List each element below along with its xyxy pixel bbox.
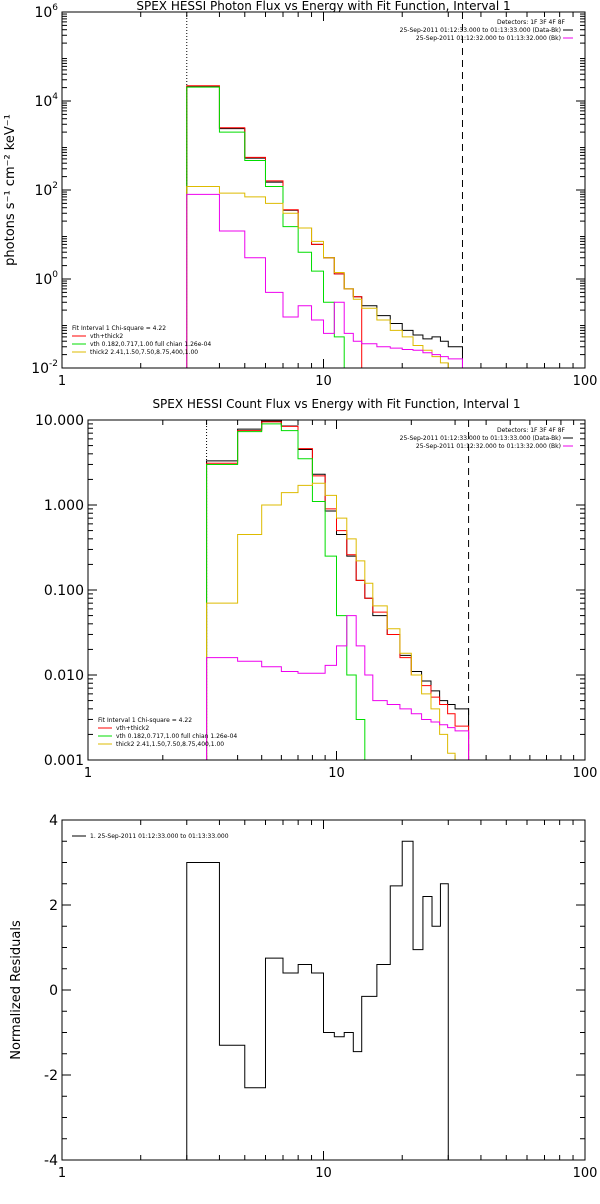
- legend-entry-text: 1. 25-Sep-2011 01:12:33.000 to 01:13:33.…: [90, 833, 229, 840]
- legend-fit-header: Fit Interval 1 Chi-square = 4.22: [72, 325, 166, 332]
- y-axis-label: Normalized Residuals: [9, 920, 24, 1060]
- y-tick-label: 0.001: [44, 753, 84, 769]
- chart-panel-2: SPEX HESSI Count Flux vs Energy with Fit…: [35, 397, 598, 781]
- y-tick-label-base: 10: [34, 94, 52, 110]
- legend-entry-text: vth 0.182,0.717,1.00 full chian 1.26e-04: [90, 341, 211, 348]
- series-green-histogram: [206, 423, 374, 760]
- legend-entry-text: 25-Sep-2011 01:12:33.000 to 01:13:33.000…: [400, 435, 561, 442]
- series-green-histogram: [186, 86, 354, 368]
- series-magenta-histogram: [206, 615, 470, 760]
- y-tick-label-base: 0: [49, 983, 58, 999]
- y-tick-label: 102: [34, 181, 58, 199]
- x-tick-label: 100: [573, 1166, 598, 1181]
- legend-entry-text: thick2 2.41,1.50,7.50,8.75,400,1.00: [116, 741, 224, 748]
- y-tick-label: 0: [49, 983, 58, 999]
- legend-entry-text: vth+thick2: [116, 725, 149, 732]
- x-tick-label: 1: [58, 374, 66, 389]
- y-tick-label-base: 10: [34, 5, 52, 21]
- y-tick-label-exp: 4: [52, 92, 58, 102]
- y-tick-label-base: 0.010: [44, 668, 84, 684]
- legend-entry-text: vth+thick2: [90, 333, 123, 340]
- x-tick-label: 100: [573, 766, 598, 781]
- plot-frame: [61, 11, 586, 369]
- series-yellow-histogram: [206, 482, 456, 760]
- chart-panel-1: SPEX HESSI Photon Flux vs Energy with Fi…: [3, 0, 598, 389]
- plot-frame: [87, 419, 586, 761]
- y-tick-label-base: -2: [44, 1068, 58, 1084]
- y-tick-label: -4: [44, 1153, 58, 1169]
- legend-entry-text: 25-Sep-2011 01:12:32.000 to 01:13:32.000…: [416, 443, 561, 450]
- y-tick-label-exp: 2: [52, 181, 58, 191]
- x-tick-label: 10: [315, 1166, 332, 1181]
- y-tick-label: 10-2: [31, 359, 58, 377]
- x-tick-label: 10: [315, 374, 332, 389]
- chart-title: SPEX HESSI Count Flux vs Energy with Fit…: [152, 397, 520, 411]
- series-red-histogram: [186, 85, 363, 368]
- y-axis-label: photons s⁻¹ cm⁻² keV⁻¹: [3, 114, 18, 266]
- y-tick-label: 104: [34, 92, 58, 110]
- x-tick-label: 1: [58, 1166, 66, 1181]
- x-tick-label: 100: [573, 374, 598, 389]
- y-tick-label-exp: 6: [52, 3, 58, 13]
- y-tick-label-base: 10: [34, 272, 52, 288]
- y-tick-label-base: 10.000: [35, 413, 84, 429]
- y-tick-label: 100: [34, 270, 58, 288]
- y-tick-label: 0.010: [44, 668, 84, 684]
- legend-fit-header: Fit Interval 1 Chi-square = 4.22: [98, 717, 192, 724]
- series-black-histogram: [186, 840, 449, 1160]
- y-tick-label: 0.100: [44, 583, 84, 599]
- legend-entry-text: 25-Sep-2011 01:12:33.000 to 01:13:33.000…: [400, 27, 561, 34]
- y-tick-label-base: 1.000: [44, 498, 84, 514]
- legend-detectors: Detectors: 1F 3F 4F 8F: [497, 19, 566, 26]
- y-tick-label-base: 4: [49, 813, 58, 829]
- y-tick-label: -2: [44, 1068, 58, 1084]
- y-tick-label: 4: [49, 813, 58, 829]
- chart-title: SPEX HESSI Photon Flux vs Energy with Fi…: [136, 0, 510, 13]
- y-tick-label-base: 2: [49, 898, 58, 914]
- y-tick-label-exp: -2: [49, 359, 58, 369]
- series-yellow-histogram: [186, 185, 449, 368]
- x-tick-label: 10: [328, 766, 345, 781]
- legend-detectors: Detectors: 1F 3F 4F 8F: [497, 427, 566, 434]
- y-tick-label-exp: 0: [52, 270, 58, 280]
- chart-panel-3: Normalized Residuals 1 10 100 -4 -2 0 2 4 1. 25-S…: [9, 813, 598, 1181]
- y-tick-label: 10.000: [35, 413, 84, 429]
- y-tick-label: 1.000: [44, 498, 84, 514]
- y-tick-label-base: 0.100: [44, 583, 84, 599]
- series-magenta-histogram: [186, 193, 463, 368]
- y-tick-label-base: 10: [31, 361, 49, 377]
- legend-entry-text: vth 0.182,0.717,1.00 full chian 1.26e-04: [116, 733, 237, 740]
- y-tick-label: 106: [34, 3, 58, 21]
- legend-entry-text: 25-Sep-2011 01:12:32.000 to 01:13:32.000…: [416, 35, 561, 42]
- y-tick-label: 2: [49, 898, 58, 914]
- y-tick-label-base: -4: [44, 1153, 58, 1169]
- plot-frame: [61, 819, 586, 1161]
- x-tick-label: 1: [84, 766, 92, 781]
- legend-entry-text: thick2 2.41,1.50,7.50,8.75,400,1.00: [90, 349, 198, 356]
- y-tick-label-base: 0.001: [44, 753, 84, 769]
- y-tick-label-base: 10: [34, 183, 52, 199]
